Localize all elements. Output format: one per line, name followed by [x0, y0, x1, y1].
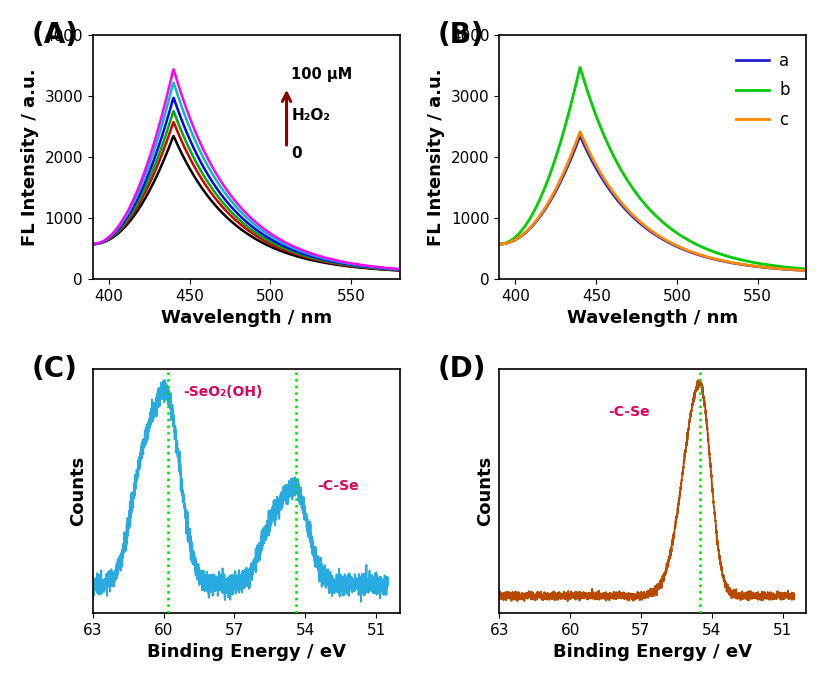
Legend: a, b, c: a, b, c — [727, 44, 798, 138]
b — [495, 240, 504, 248]
Text: (D): (D) — [438, 355, 486, 383]
Y-axis label: Counts: Counts — [476, 456, 494, 527]
X-axis label: Binding Energy / eV: Binding Energy / eV — [553, 643, 753, 661]
c — [573, 132, 583, 140]
X-axis label: Binding Energy / eV: Binding Energy / eV — [146, 643, 346, 661]
Text: (C): (C) — [31, 355, 77, 383]
b — [676, 231, 686, 239]
a — [573, 136, 583, 145]
c — [726, 258, 736, 267]
c — [576, 128, 586, 136]
Text: 0: 0 — [291, 146, 302, 161]
Text: -C-Se: -C-Se — [317, 479, 359, 493]
Y-axis label: FL Intensity / a.u.: FL Intensity / a.u. — [428, 68, 446, 246]
c — [801, 267, 811, 275]
Line: c: c — [500, 132, 806, 271]
Text: (A): (A) — [31, 20, 79, 48]
b — [801, 265, 811, 273]
Y-axis label: Counts: Counts — [69, 456, 87, 527]
Y-axis label: FL Intensity / a.u.: FL Intensity / a.u. — [21, 68, 39, 246]
c — [548, 189, 558, 197]
Text: -SeO₂(OH): -SeO₂(OH) — [183, 385, 262, 398]
a — [633, 218, 643, 226]
Line: b: b — [500, 68, 806, 269]
c — [495, 240, 504, 248]
b — [576, 63, 586, 72]
b — [548, 160, 558, 168]
a — [548, 191, 558, 199]
a — [495, 240, 504, 248]
a — [726, 258, 736, 267]
a — [700, 252, 710, 261]
Text: (B): (B) — [438, 20, 485, 48]
b — [700, 244, 710, 252]
b — [726, 253, 736, 261]
X-axis label: Wavelength / nm: Wavelength / nm — [567, 309, 739, 327]
Text: 100 μM: 100 μM — [291, 67, 352, 82]
Line: a: a — [500, 136, 806, 271]
a — [801, 267, 811, 275]
a — [676, 244, 686, 252]
b — [573, 71, 583, 79]
Text: -C-Se: -C-Se — [609, 405, 650, 419]
Text: H₂O₂: H₂O₂ — [291, 108, 331, 123]
X-axis label: Wavelength / nm: Wavelength / nm — [160, 309, 332, 327]
a — [576, 132, 586, 140]
c — [676, 243, 686, 252]
c — [700, 252, 710, 261]
b — [633, 192, 643, 201]
c — [633, 216, 643, 224]
